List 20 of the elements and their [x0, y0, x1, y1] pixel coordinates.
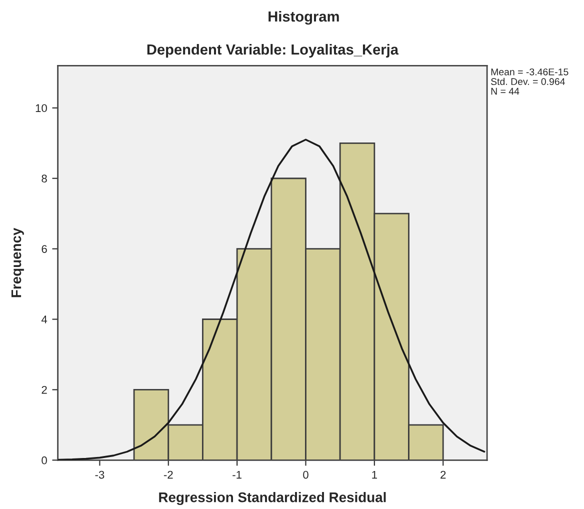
- y-tick-label: 2: [42, 386, 47, 394]
- line-series: [58, 138, 486, 460]
- text: Std. Dev. = 0.964: [491, 78, 565, 86]
- x-tick-label: -1: [232, 470, 242, 479]
- x-tick-label: 2: [440, 470, 446, 479]
- chart-subtitle: Dependent Variable: Loyalitas_Kerja: [147, 44, 399, 58]
- y-tick-label: 10: [36, 104, 47, 112]
- y-tick-label: 8: [42, 174, 47, 183]
- y-axis-title: Frequency: [11, 228, 24, 298]
- x-tick-label: 1: [372, 470, 377, 479]
- x-tick-label: 0: [303, 470, 308, 479]
- y-tick-label: 4: [41, 316, 48, 324]
- text: N = 44: [491, 88, 520, 95]
- y-tick-label: 0: [42, 456, 47, 464]
- x-tick-label: -2: [164, 470, 173, 479]
- x-tick-label: -3: [95, 470, 104, 479]
- chart-title: Histogram: [268, 10, 339, 25]
- x-axis-title: Regression Standardized Residual: [159, 492, 386, 506]
- text: Mean = -3.46E-15: [491, 68, 568, 76]
- y-tick-label: 6: [42, 245, 47, 253]
